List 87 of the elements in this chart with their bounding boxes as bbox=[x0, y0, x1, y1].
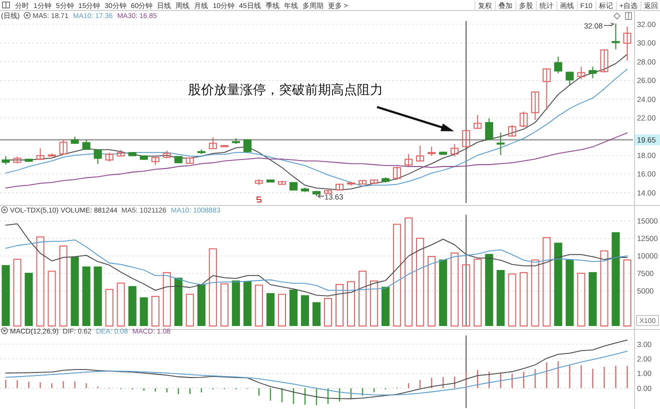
bar bbox=[623, 260, 632, 326]
candlestick bbox=[393, 166, 402, 180]
candlestick bbox=[600, 49, 608, 74]
bar bbox=[554, 242, 562, 326]
bar bbox=[358, 270, 367, 326]
candlestick bbox=[450, 143, 459, 158]
bar bbox=[577, 272, 586, 326]
annotation: 股价放量涨停，突破前期高点阻力 bbox=[188, 82, 383, 97]
candlestick bbox=[577, 66, 586, 80]
bar bbox=[496, 270, 505, 326]
bar bbox=[116, 282, 125, 326]
bar bbox=[566, 260, 574, 326]
bar bbox=[70, 256, 79, 326]
bar bbox=[186, 294, 194, 326]
bar bbox=[600, 250, 608, 326]
bar bbox=[474, 258, 482, 326]
bar bbox=[2, 265, 10, 326]
candlestick bbox=[531, 91, 540, 120]
bar bbox=[140, 297, 148, 326]
bar bbox=[232, 280, 240, 326]
bar bbox=[370, 280, 378, 326]
bar bbox=[174, 278, 182, 326]
candlestick bbox=[462, 130, 470, 148]
bar bbox=[335, 284, 344, 326]
bar bbox=[520, 272, 528, 326]
bar bbox=[162, 272, 171, 326]
candlestick bbox=[94, 149, 102, 164]
candlestick bbox=[612, 23, 620, 50]
line-series bbox=[5, 350, 628, 396]
bar bbox=[508, 274, 516, 326]
bar bbox=[220, 283, 228, 326]
candlestick bbox=[208, 136, 217, 150]
bar bbox=[208, 248, 217, 326]
candlestick bbox=[588, 66, 597, 79]
bar bbox=[416, 238, 424, 326]
bar bbox=[531, 260, 540, 326]
line-series bbox=[5, 132, 628, 188]
line-series bbox=[5, 223, 628, 296]
bar bbox=[278, 294, 286, 326]
bar bbox=[105, 288, 114, 326]
candlestick bbox=[59, 138, 68, 155]
bar bbox=[485, 254, 494, 326]
bar bbox=[94, 266, 102, 326]
candlestick bbox=[428, 146, 436, 156]
candlestick bbox=[416, 145, 424, 162]
bar bbox=[48, 270, 56, 326]
bar bbox=[128, 286, 136, 326]
bar bbox=[450, 252, 459, 326]
bar bbox=[151, 296, 160, 326]
bar bbox=[439, 260, 448, 326]
candlestick bbox=[36, 148, 44, 160]
line-series bbox=[5, 239, 628, 291]
bar bbox=[612, 232, 620, 326]
bar bbox=[382, 286, 390, 326]
candlestick bbox=[554, 56, 562, 74]
candlestick bbox=[474, 114, 482, 130]
candlestick bbox=[566, 71, 574, 86]
candlestick bbox=[623, 26, 632, 62]
bar bbox=[393, 224, 402, 326]
bar bbox=[197, 284, 206, 326]
bar bbox=[312, 302, 321, 326]
bar bbox=[347, 281, 356, 326]
bar bbox=[542, 237, 551, 326]
candlestick bbox=[520, 111, 528, 128]
bar bbox=[428, 256, 436, 326]
candlestick bbox=[542, 68, 551, 110]
candlestick bbox=[404, 153, 413, 166]
bar bbox=[24, 272, 33, 326]
bar bbox=[254, 284, 263, 326]
bar bbox=[82, 266, 90, 326]
bar bbox=[13, 258, 22, 326]
bar bbox=[462, 264, 470, 326]
bar bbox=[588, 272, 597, 326]
bar bbox=[36, 236, 44, 326]
bar bbox=[243, 281, 252, 326]
candlestick bbox=[496, 132, 505, 156]
candlestick bbox=[508, 124, 516, 138]
candlestick bbox=[485, 118, 494, 140]
bar bbox=[266, 293, 274, 326]
bar bbox=[324, 298, 332, 326]
bar bbox=[59, 246, 68, 326]
bar bbox=[300, 295, 310, 326]
bar bbox=[289, 290, 298, 326]
candlestick bbox=[243, 138, 252, 154]
line-series bbox=[5, 340, 628, 400]
bar bbox=[404, 218, 413, 326]
candlestick bbox=[82, 139, 90, 150]
